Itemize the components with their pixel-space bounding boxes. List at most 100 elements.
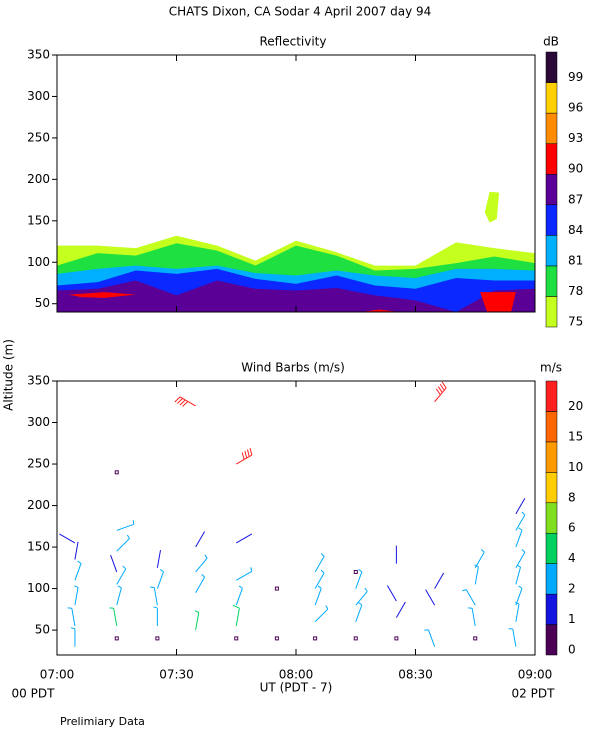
wind-barb: [110, 554, 118, 573]
y-tick-label: 50: [35, 296, 50, 310]
y-tick-label: 350: [27, 374, 50, 388]
wind-barb: [515, 585, 523, 606]
wind-barb: [474, 564, 479, 585]
y-tick-label: 350: [27, 48, 50, 62]
colorbar-label: dB: [543, 35, 559, 49]
wind-barb: [395, 601, 406, 618]
colorbar-label: 93: [568, 131, 583, 145]
wind-barb: [194, 610, 200, 631]
wind-barb: [174, 396, 196, 407]
y-tick-label: 200: [27, 498, 50, 512]
wind-barb: [67, 607, 76, 627]
colorbar-swatch: [545, 143, 558, 175]
wind-barb: [116, 520, 135, 531]
calm-marker: [114, 636, 119, 641]
colorbar-swatch: [545, 112, 558, 144]
colorbar-swatch: [545, 593, 558, 625]
wind-barb: [116, 565, 127, 585]
colorbar-label: 84: [568, 223, 583, 237]
colorbar-swatch: [545, 265, 558, 297]
wind-barb: [386, 585, 397, 602]
wind-barb: [314, 605, 329, 623]
colorbar-swatch: [545, 380, 558, 412]
y-tick-label: 150: [27, 540, 50, 554]
y-tick-label: 100: [27, 255, 50, 269]
footer-note: Prelimiary Data: [60, 715, 145, 728]
wind-barb: [156, 550, 161, 568]
contour-patch: [484, 191, 500, 223]
reflectivity-plot: [57, 191, 535, 312]
colorbar-label: 75: [568, 315, 583, 329]
wind-barb: [195, 573, 206, 593]
colorbar-label: 15: [568, 429, 583, 443]
wind-barb: [235, 567, 253, 581]
wind-barb: [74, 541, 79, 560]
wind-barb: [515, 527, 523, 548]
wind-barb: [508, 628, 517, 647]
contour-patch: [68, 292, 136, 298]
colorbar-swatch: [545, 82, 558, 114]
colorbar-swatch: [545, 204, 558, 236]
colorbar-label: 4: [568, 551, 576, 565]
contour-patch: [480, 292, 516, 312]
colorbar-label: m/s: [540, 361, 562, 375]
colorbar-label: 2: [568, 582, 576, 596]
wind-barb: [515, 564, 522, 585]
colorbar-label: 1: [568, 612, 576, 626]
wind-barb: [74, 585, 79, 606]
colorbar-label: 99: [568, 70, 583, 84]
wind-barb: [515, 511, 526, 531]
wind-barb: [235, 585, 243, 606]
y-tick-label: 250: [27, 457, 50, 471]
colorbar-swatch: [545, 296, 558, 328]
colorbar-label: 96: [568, 101, 583, 115]
wind-barb: [156, 568, 165, 589]
wind-barb: [434, 381, 447, 403]
wind-barb: [70, 627, 76, 647]
wind-barb: [153, 606, 158, 626]
panel-title: Reflectivity: [259, 35, 326, 49]
colorbar-label: 0: [568, 643, 576, 657]
wind-barb: [116, 585, 122, 606]
wind-barb: [195, 554, 208, 573]
wind-barb: [355, 602, 363, 622]
calm-marker: [155, 636, 160, 641]
calm-marker: [313, 636, 318, 641]
colorbar-swatch: [545, 235, 558, 267]
wind-barb: [425, 589, 436, 606]
calm-marker: [353, 569, 358, 574]
x-tick-label: 08:00: [279, 668, 314, 682]
wind-barb: [116, 534, 130, 552]
colorbar-label: 6: [568, 521, 576, 535]
y-tick-label: 300: [27, 89, 50, 103]
x-tick-label: 07:00: [40, 668, 75, 682]
colorbar-label: 8: [568, 490, 576, 504]
x-sub-label: 00 PDT: [12, 687, 56, 701]
wind-barb: [515, 549, 526, 569]
wind-barb: [515, 498, 526, 515]
wind-barb: [467, 607, 476, 627]
calm-marker: [114, 470, 119, 475]
wind-barb: [515, 601, 520, 622]
wind-barb: [424, 629, 436, 647]
contour-band: [57, 280, 535, 312]
wind-barb: [109, 607, 118, 627]
colorbar-label: 20: [568, 399, 583, 413]
x-tick-label: 09:00: [518, 668, 553, 682]
colorbar-swatch: [545, 173, 558, 206]
wind-barb: [235, 533, 253, 544]
colorbar-swatch: [545, 624, 558, 656]
colorbar-label: 78: [568, 284, 583, 298]
wind-barb: [434, 572, 445, 589]
colorbar-swatch: [545, 51, 558, 83]
colorbar-swatch: [545, 502, 558, 534]
y-tick-label: 150: [27, 213, 50, 227]
y-axis-label: Altitude (m): [2, 339, 16, 411]
contour-patch: [360, 309, 399, 312]
colorbar-label: 90: [568, 162, 583, 176]
colorbar-swatch: [545, 411, 558, 443]
calm-marker: [274, 586, 279, 591]
wind-barb: [235, 447, 253, 465]
calm-marker: [274, 636, 279, 641]
